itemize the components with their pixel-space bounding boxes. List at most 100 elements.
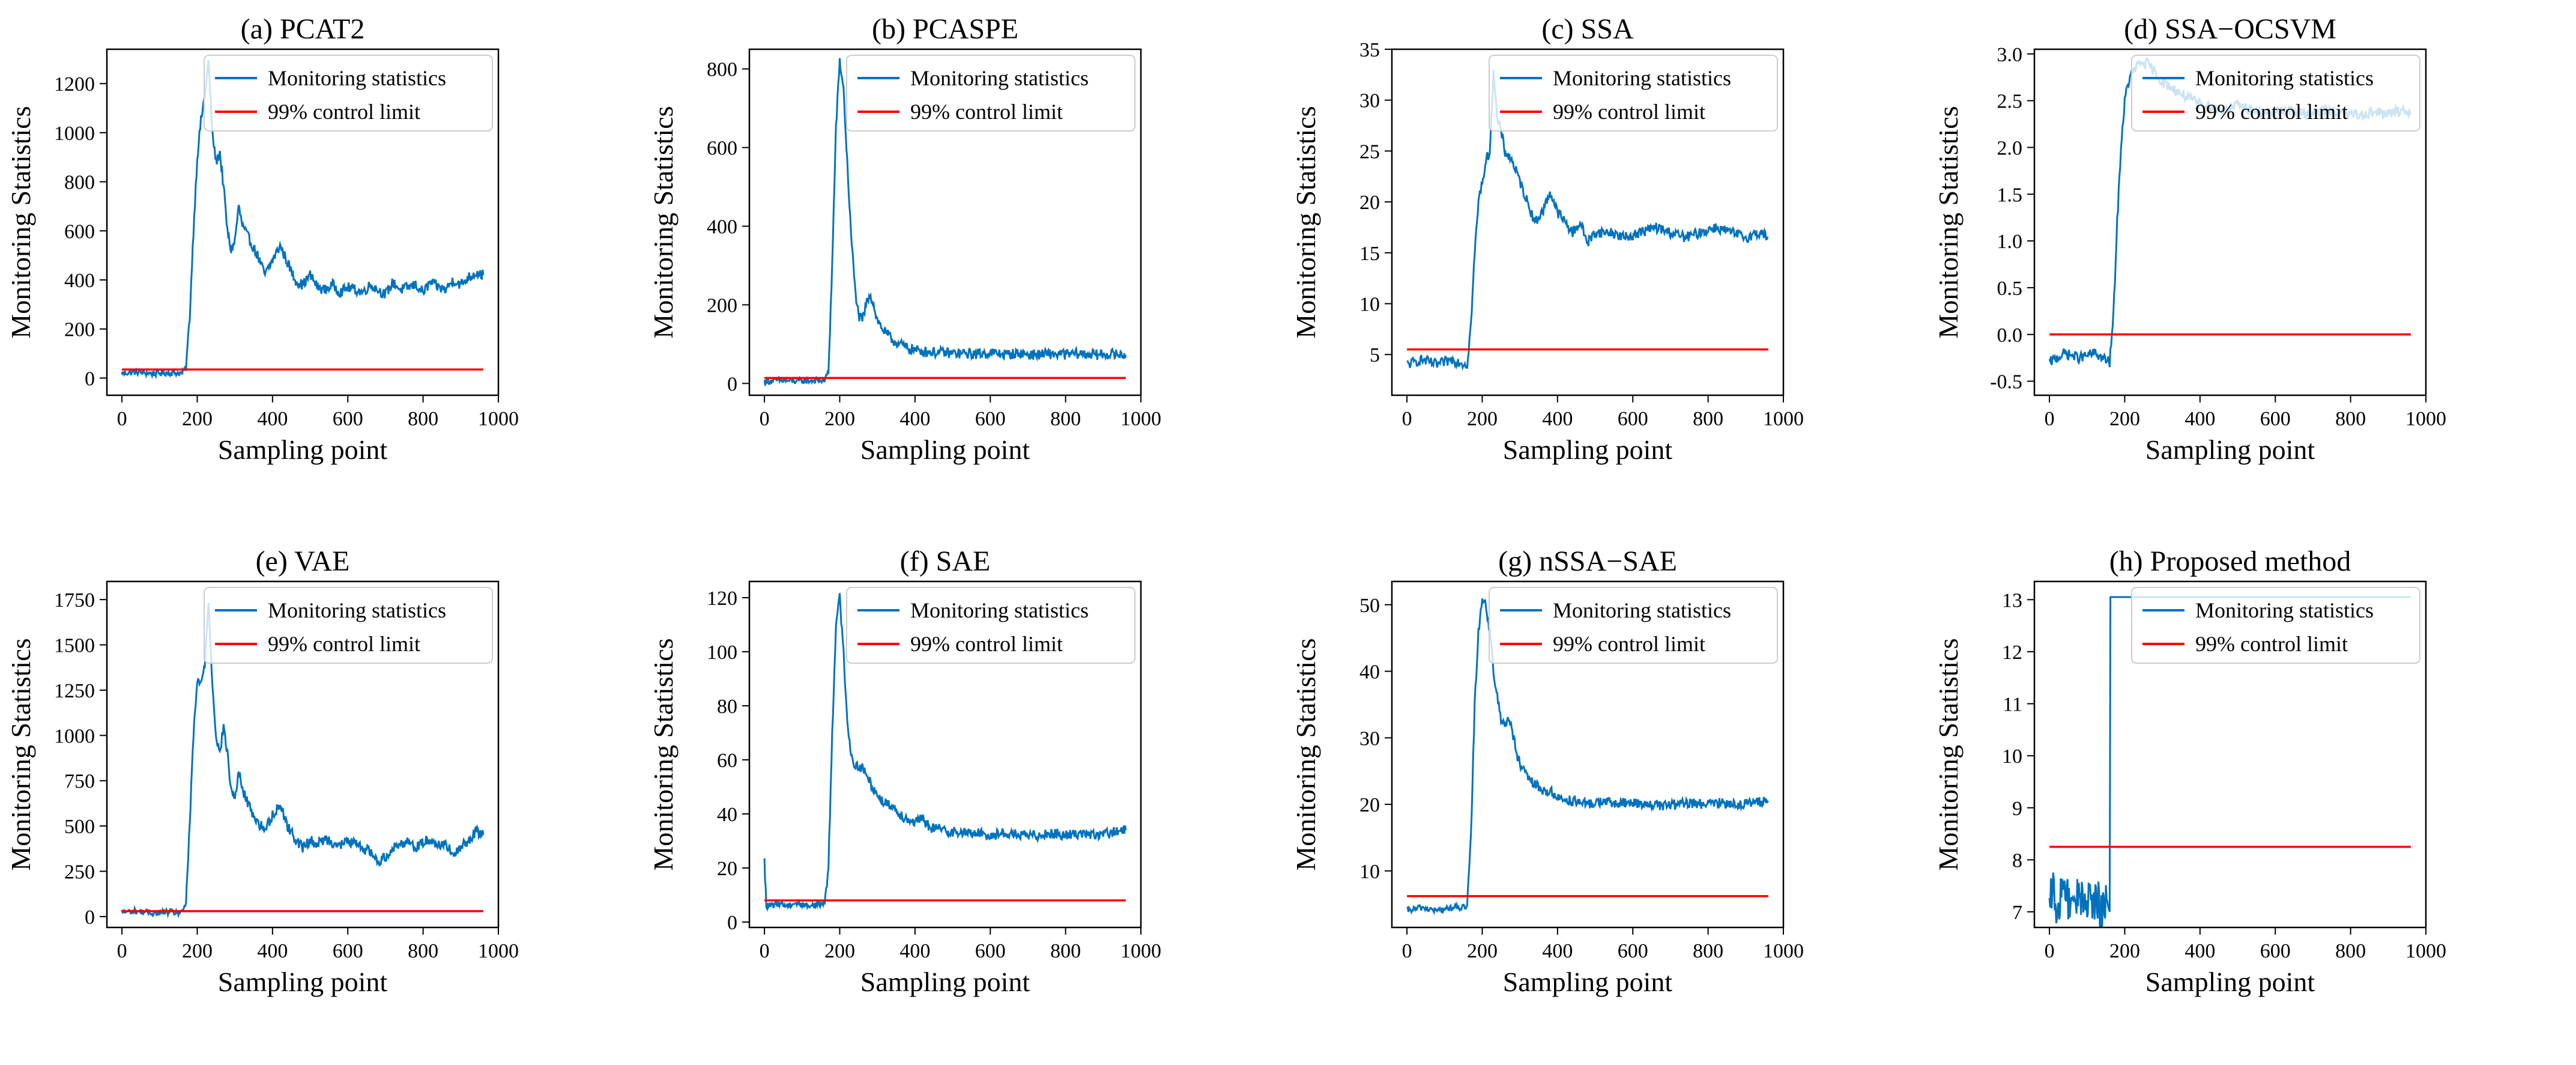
legend-box	[2131, 587, 2420, 664]
legend-box	[1489, 587, 1778, 664]
plot-frame	[1391, 580, 1785, 929]
y-tick-label: 2.0	[1997, 137, 2023, 159]
legend-entry: 99% control limit	[268, 632, 420, 656]
y-tick-label: 600	[707, 138, 737, 160]
x-tick-label: 400	[2184, 940, 2215, 962]
x-tick-label: 800	[1050, 408, 1081, 430]
x-tick-label: 1000	[2405, 408, 2446, 430]
x-tick-label: 1000	[2405, 940, 2446, 962]
chart-title: (d) SSA−OCSVM	[2124, 13, 2336, 45]
y-tick-label: 1500	[54, 635, 95, 657]
chart-title: (a) PCAT2	[241, 13, 365, 45]
series-line-monitoring	[1406, 598, 1770, 915]
x-tick-label: 400	[2184, 408, 2215, 430]
y-tick-label: 35	[1359, 39, 1380, 61]
y-tick-label: 30	[1359, 90, 1380, 112]
x-axis-label: Sampling point	[1503, 966, 1673, 997]
series-line-monitoring	[121, 603, 485, 919]
y-tick-label: 25	[1359, 141, 1380, 163]
y-tick-label: 800	[707, 59, 737, 81]
y-tick-label: 7	[2012, 902, 2022, 924]
y-tick-label: 250	[64, 861, 95, 884]
y-tick-label: -0.5	[1990, 371, 2022, 393]
legend-entry: Monitoring statistics	[1553, 598, 1731, 622]
x-tick-label: 600	[333, 940, 363, 962]
x-tick-label: 0	[117, 940, 127, 962]
legend-entry: Monitoring statistics	[268, 66, 446, 90]
x-tick-label: 800	[1693, 940, 1723, 962]
legend-entry: Monitoring statistics	[1553, 66, 1731, 90]
x-axis-label: Sampling point	[860, 434, 1030, 465]
y-tick-label: 15	[1359, 243, 1380, 265]
y-tick-label: 0	[727, 912, 737, 934]
x-tick-label: 200	[824, 408, 855, 430]
y-tick-label: 100	[707, 642, 737, 664]
y-tick-label: 20	[1359, 794, 1380, 816]
x-tick-label: 200	[824, 940, 855, 962]
x-tick-label: 200	[2109, 408, 2140, 430]
x-tick-label: 400	[257, 940, 288, 962]
y-tick-label: 20	[1359, 192, 1380, 214]
y-tick-label: 1750	[54, 589, 95, 611]
series-line-monitoring	[121, 60, 485, 380]
legend-entry: Monitoring statistics	[910, 66, 1089, 90]
chart-title: (e) VAE	[256, 545, 350, 577]
x-tick-label: 600	[1618, 408, 1648, 430]
x-axis-label: Sampling point	[218, 434, 388, 465]
plot-frame	[748, 48, 1142, 396]
x-tick-label: 400	[257, 408, 288, 430]
y-tick-label: 5	[1370, 344, 1380, 366]
y-tick-label: 0	[727, 373, 737, 395]
y-axis-label: Monitoring Statistics	[1933, 106, 1964, 338]
legend-box	[1489, 55, 1778, 132]
y-tick-label: 1.5	[1997, 184, 2023, 206]
chart-panel-6: (g) nSSA−SAE 0 200 400 600 800 1000 10 20 30 40 50 S…	[1290, 545, 1804, 997]
legend-entry: 99% control limit	[910, 100, 1063, 124]
plot-frame	[2033, 580, 2427, 929]
y-tick-label: 80	[717, 696, 737, 718]
chart-title: (h) Proposed method	[2109, 545, 2351, 577]
y-tick-label: 0.0	[1997, 324, 2023, 347]
y-axis-label: Monitoring Statistics	[5, 106, 36, 338]
x-tick-label: 0	[117, 408, 127, 430]
x-axis-label: Sampling point	[2145, 434, 2315, 465]
x-tick-label: 1000	[1763, 940, 1804, 962]
legend-entry: 99% control limit	[268, 100, 420, 124]
x-tick-label: 600	[1618, 940, 1648, 962]
chart-title: (b) PCASPE	[872, 13, 1018, 45]
plot-frame	[106, 580, 500, 929]
chart-title: (c) SSA	[1541, 13, 1634, 45]
legend-box	[846, 587, 1135, 664]
y-tick-label: 9	[2012, 798, 2022, 820]
y-tick-label: 40	[1359, 661, 1380, 684]
y-axis-label: Monitoring Statistics	[5, 638, 36, 870]
x-tick-label: 400	[1542, 940, 1573, 962]
y-axis-label: Monitoring Statistics	[1290, 106, 1321, 338]
y-tick-label: 10	[2002, 745, 2022, 768]
y-axis-label: Monitoring Statistics	[648, 638, 679, 870]
y-axis-label: Monitoring Statistics	[648, 106, 679, 338]
y-tick-label: 1250	[54, 680, 95, 702]
legend-entry: 99% control limit	[1553, 100, 1705, 124]
x-tick-label: 400	[899, 940, 930, 962]
x-tick-label: 1000	[1763, 408, 1804, 430]
y-tick-label: 11	[2003, 694, 2022, 716]
y-tick-label: 200	[64, 319, 95, 341]
y-tick-label: 50	[1359, 595, 1380, 617]
x-tick-label: 400	[899, 408, 930, 430]
x-tick-label: 600	[975, 408, 1006, 430]
x-tick-label: 1000	[478, 408, 519, 430]
y-tick-label: 1200	[54, 73, 95, 96]
x-tick-label: 800	[408, 940, 438, 962]
legend-box	[846, 55, 1135, 132]
y-tick-label: 600	[64, 220, 95, 243]
y-tick-label: 800	[64, 172, 95, 194]
legend-entry: Monitoring statistics	[2195, 66, 2374, 90]
chart-panel-3: (d) SSA−OCSVM 0 200 400 600 800 1000 -0.5 0.0 0.5…	[1933, 13, 2446, 465]
y-tick-label: 1000	[54, 123, 95, 145]
x-tick-label: 800	[2335, 408, 2366, 430]
series-line-monitoring	[1406, 70, 1769, 371]
legend-entry: Monitoring statistics	[910, 598, 1089, 622]
y-tick-label: 200	[707, 294, 737, 317]
